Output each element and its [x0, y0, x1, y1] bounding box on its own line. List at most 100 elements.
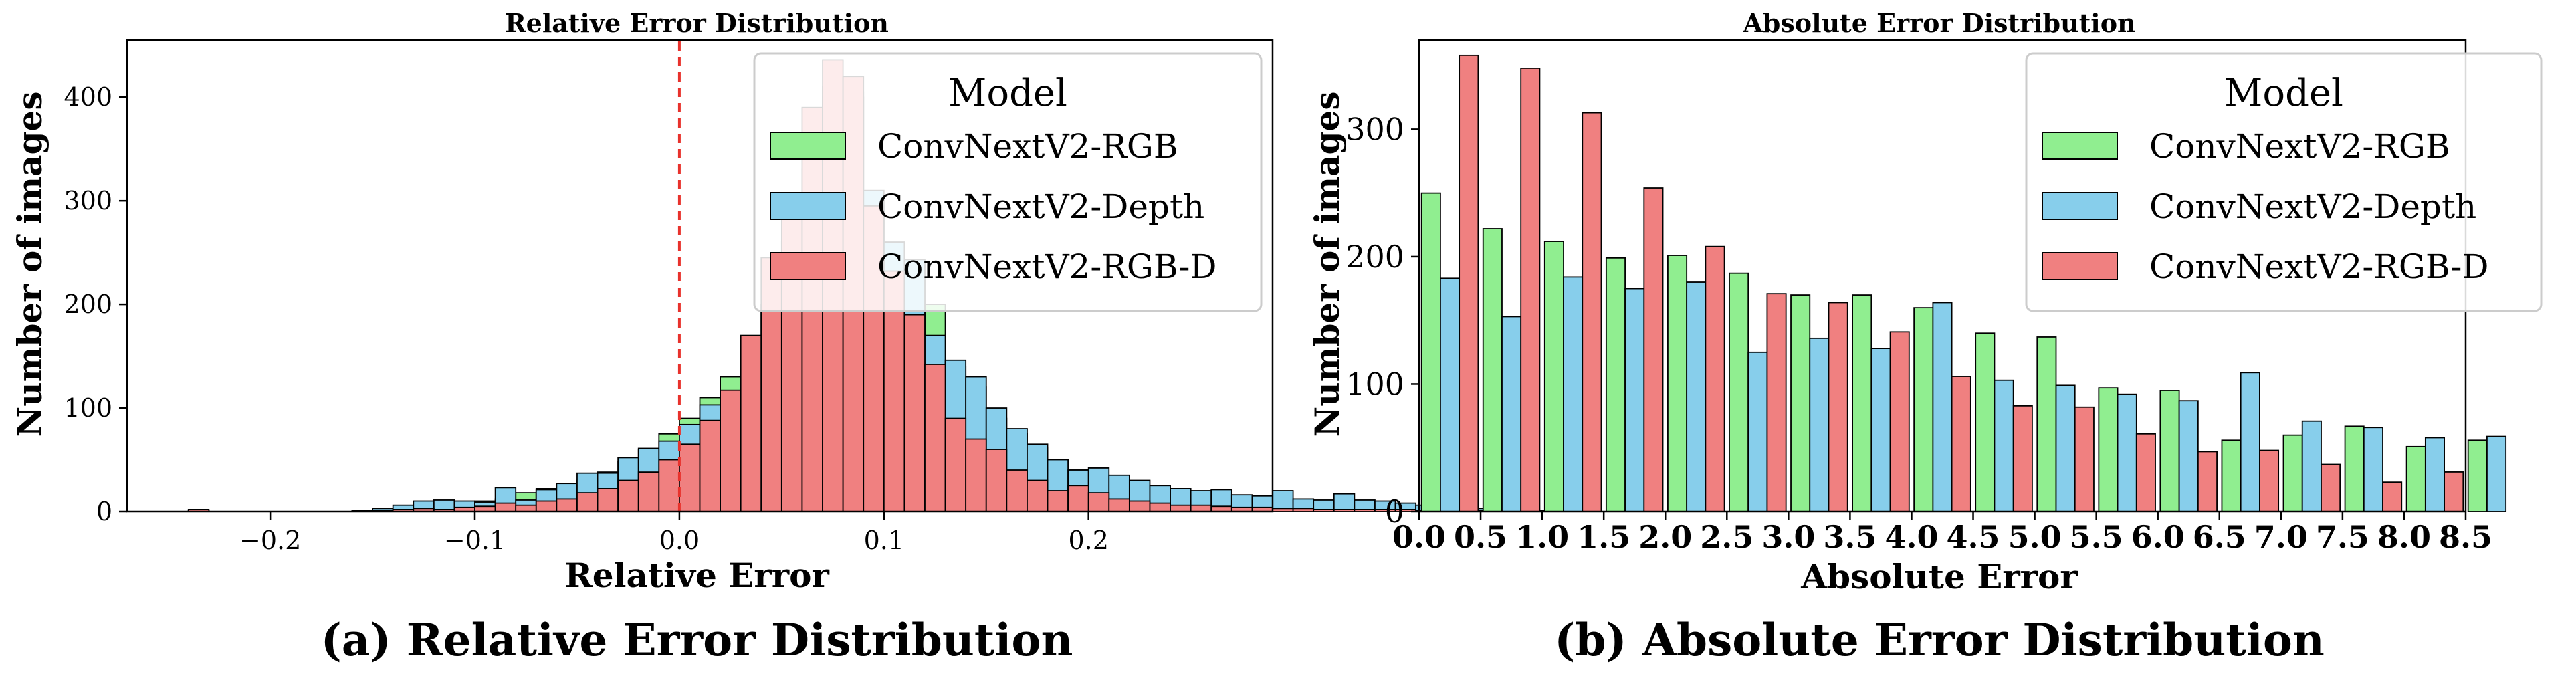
x-tick-label: 7.5 — [2316, 519, 2369, 555]
x-tick-label: 0.1 — [864, 526, 904, 555]
y-tick-label: 300 — [1346, 111, 1404, 147]
bar-rgbd — [1047, 490, 1069, 512]
bar-rgb — [2036, 336, 2057, 512]
x-tick-label: 3.5 — [1823, 519, 1876, 555]
x-tick-label: 1.0 — [1515, 519, 1569, 555]
bar-rgbd — [1705, 245, 1725, 512]
chart-b-legend-title: Model — [2224, 72, 2343, 115]
bar-depth — [1563, 276, 1584, 512]
bar-depth — [2240, 372, 2260, 512]
chart-a-frame — [126, 39, 1274, 513]
bar-rgbd — [1067, 485, 1089, 512]
x-tick-label: −0.2 — [239, 526, 301, 555]
x-tick-label: 0.0 — [1392, 519, 1446, 555]
bar-rgbd — [944, 417, 967, 512]
legend-swatch-rgb — [2042, 132, 2118, 160]
y-tick-label: 200 — [1346, 239, 1404, 275]
bar-rgbd — [494, 502, 517, 512]
legend-label-rgb: ConvNextV2-RGB — [877, 127, 1178, 166]
bar-rgbd — [1313, 509, 1335, 512]
bar-rgb — [1852, 294, 1872, 512]
bar-rgbd — [2321, 463, 2341, 512]
legend-swatch-rgbd — [770, 252, 846, 280]
x-tick-label: 4.5 — [1947, 519, 2000, 555]
x-tick-label: 5.0 — [2008, 519, 2062, 555]
bar-rgb — [1913, 307, 1934, 512]
bar-rgbd — [2135, 433, 2156, 512]
bar-rgb — [1543, 241, 1564, 512]
bar-rgbd — [903, 314, 926, 512]
y-tick-label: 100 — [1346, 366, 1404, 402]
bar-depth — [1809, 337, 1830, 512]
bar-depth — [1747, 351, 1768, 512]
y-tick-label: 200 — [64, 290, 112, 319]
relative-error-chart: Relative Error Distribution Relative Err… — [10, 8, 1601, 595]
bar-rgbd — [2259, 449, 2280, 512]
chart-b-legend-box — [2025, 52, 2543, 312]
bar-depth — [1686, 281, 1707, 512]
bar-rgbd — [1951, 376, 1971, 512]
bar-rgbd — [699, 419, 721, 512]
bar-rgb — [1667, 255, 1688, 512]
bar-rgb — [1420, 192, 1441, 512]
chart-b-title: Absolute Error Distribution — [1742, 8, 2135, 38]
chart-b-bars — [1420, 54, 2507, 512]
bar-rgb — [2221, 439, 2242, 512]
legend-label-rgbd: ConvNextV2-RGB-D — [2149, 247, 2489, 286]
x-tick-label: 0.0 — [659, 526, 700, 555]
bar-rgbd — [1170, 504, 1192, 512]
legend-label-rgb: ConvNextV2-RGB — [2149, 127, 2450, 166]
x-tick-label: 7.0 — [2254, 519, 2308, 555]
bar-rgb — [1605, 257, 1626, 512]
bar-rgb — [2282, 434, 2303, 512]
bar-rgb — [2098, 387, 2119, 512]
bar-rgbd — [985, 449, 1008, 512]
x-tick-label: 6.5 — [2193, 519, 2246, 555]
bar-rgbd — [1027, 479, 1049, 512]
chart-a-legend-title: Model — [948, 72, 1067, 115]
x-tick-label: 8.0 — [2377, 519, 2431, 555]
bar-rgb — [2344, 425, 2365, 512]
bar-rgb — [2159, 390, 2180, 512]
bar-rgbd — [2012, 405, 2033, 512]
bar-depth — [1870, 348, 1891, 512]
bar-rgbd — [1333, 509, 1356, 512]
x-tick-label: 4.0 — [1885, 519, 1938, 555]
x-tick-label: −0.1 — [444, 526, 506, 555]
legend-swatch-rgbd — [2042, 252, 2118, 280]
bar-rgbd — [720, 389, 742, 512]
bar-rgbd — [1108, 498, 1130, 512]
bar-rgbd — [965, 438, 987, 512]
bar-rgbd — [2444, 471, 2464, 512]
bar-rgbd — [556, 498, 578, 512]
chart-a-xlabel: Relative Error — [564, 556, 829, 595]
bar-rgbd — [597, 488, 619, 512]
legend-label-depth: ConvNextV2-Depth — [877, 187, 1204, 226]
legend-swatch-rgb — [770, 132, 846, 160]
chart-b-legend: Model ConvNextV2-RGB ConvNextV2-Depth Co… — [2025, 52, 2543, 312]
bar-rgbd — [1643, 187, 1664, 512]
bar-rgbd — [1292, 508, 1315, 512]
bar-rgbd — [679, 443, 701, 512]
bar-rgb — [2405, 445, 2426, 512]
bar-depth — [2424, 437, 2445, 512]
chart-a-legend-box — [753, 52, 1263, 312]
bar-rgbd — [2382, 481, 2403, 512]
bar-rgbd — [515, 504, 537, 512]
bar-rgb — [1729, 272, 1749, 512]
chart-a-ylabel: Number of images — [10, 92, 49, 437]
bar-rgbd — [1520, 68, 1541, 512]
bar-rgb — [1790, 294, 1811, 512]
chart-a-ticks: −0.2 −0.1 0.0 0.1 0.2 0 100 200 300 400 — [64, 82, 1108, 555]
bar-rgbd — [1459, 54, 1479, 512]
bar-rgbd — [1766, 293, 1787, 512]
caption-b: (b) Absolute Error Distribution — [1554, 614, 2325, 666]
x-tick-label: 1.5 — [1577, 519, 1630, 555]
chart-a-title: Relative Error Distribution — [505, 8, 889, 38]
caption-a: (a) Relative Error Distribution — [321, 614, 1073, 666]
y-tick-label: 300 — [64, 186, 112, 215]
bar-rgbd — [576, 492, 599, 512]
bar-rgbd — [1828, 302, 1848, 512]
x-tick-label: 2.5 — [1700, 519, 1753, 555]
